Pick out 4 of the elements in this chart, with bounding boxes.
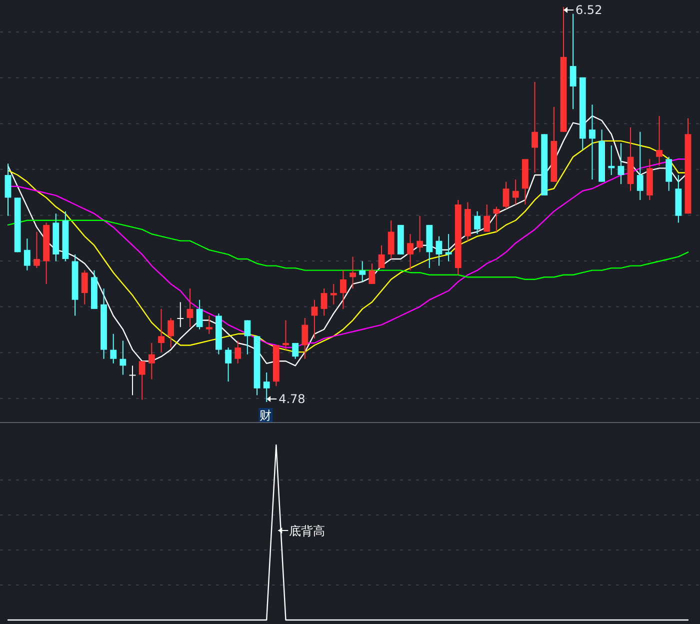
- text: 财: [260, 408, 272, 422]
- annotation: 6.52: [575, 3, 602, 17]
- annotation: 4.78: [278, 392, 306, 406]
- annotation: 底背高: [289, 524, 326, 538]
